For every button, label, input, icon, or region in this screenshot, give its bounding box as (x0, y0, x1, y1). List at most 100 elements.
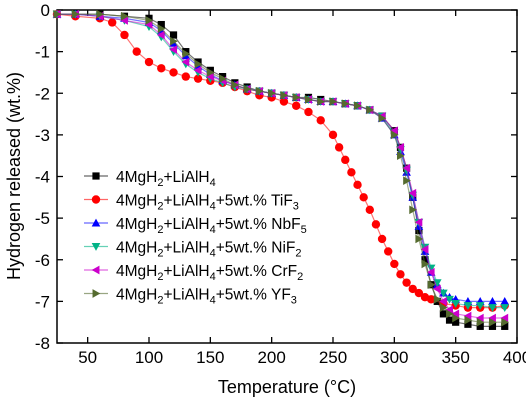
data-point (219, 74, 227, 84)
y-tick-label: -1 (35, 43, 50, 62)
legend-item: 4MgH2+LiAlH4+5wt.% NbF5 (84, 216, 307, 236)
y-tick-label: -3 (35, 126, 50, 145)
series-5 (53, 9, 510, 327)
data-point (157, 24, 166, 34)
x-tick-label: 250 (319, 348, 347, 367)
data-point (359, 193, 368, 202)
legend-label: 4MgH2+LiAlH4 (116, 169, 216, 189)
legend-item: 4MgH2+LiAlH4+5wt.% NiF2 (84, 240, 302, 260)
data-point (396, 270, 405, 279)
data-point (488, 313, 496, 323)
data-point (132, 47, 141, 56)
data-point (408, 284, 417, 294)
data-point (500, 304, 510, 312)
x-axis-label: Temperature (°C) (218, 377, 356, 397)
data-point (463, 311, 472, 321)
y-tick-label: -6 (35, 251, 50, 270)
x-tick-label: 350 (441, 348, 469, 367)
data-point (121, 11, 129, 21)
x-tick-label: 300 (380, 348, 408, 367)
data-point (396, 143, 404, 152)
data-point (489, 317, 497, 327)
data-point (439, 297, 447, 306)
data-point (170, 36, 178, 46)
data-point (329, 97, 338, 106)
data-point (304, 107, 313, 117)
data-point (120, 16, 128, 25)
y-tick-label: -2 (35, 84, 50, 103)
data-point (475, 313, 484, 323)
data-point (156, 30, 165, 40)
legend-marker (92, 172, 100, 180)
data-point (169, 31, 178, 39)
data-point (464, 320, 472, 328)
data-point (317, 97, 326, 106)
data-point (415, 234, 424, 244)
data-point (439, 303, 448, 312)
legend: 4MgH2+LiAlH4 4MgH2+LiAlH4+5wt.% TiF3 4MgH2… (84, 169, 307, 307)
data-point (390, 259, 399, 269)
data-point (445, 305, 453, 315)
legend-marker (92, 289, 101, 298)
x-tick-label: 50 (78, 348, 97, 367)
data-point (316, 116, 325, 125)
data-point (402, 163, 411, 173)
legend-marker (91, 195, 101, 204)
data-point (157, 64, 166, 73)
data-point (144, 57, 154, 67)
data-point (415, 227, 423, 235)
data-point (292, 101, 301, 110)
data-point (182, 49, 191, 59)
data-point (347, 168, 356, 177)
data-point (71, 9, 80, 19)
data-point (446, 309, 454, 319)
data-point (414, 288, 424, 298)
data-point (390, 130, 399, 140)
data-point (397, 151, 405, 161)
data-point (452, 318, 460, 326)
legend-label: 4MgH2+LiAlH4+5wt.% TiF3 (116, 193, 299, 213)
data-point (365, 205, 374, 214)
legend-item: 4MgH2+LiAlH4 (84, 169, 216, 189)
data-point (169, 68, 178, 77)
data-point (366, 105, 375, 115)
y-tick-label: -8 (35, 334, 50, 353)
data-point (268, 88, 276, 98)
axis-ticks: 50 100 150 200 250 300 350 400 0 -1 -2 -3 -4 -5 -6 -7 -8 (35, 1, 526, 367)
data-point (255, 86, 264, 96)
data-point (421, 259, 430, 269)
data-point (181, 72, 190, 81)
data-point (426, 267, 435, 277)
data-point (500, 297, 510, 305)
data-point (421, 256, 429, 264)
data-point (144, 20, 153, 29)
data-point (488, 322, 497, 330)
data-point (408, 188, 417, 198)
data-point (371, 220, 381, 229)
data-point (120, 30, 129, 40)
data-point (341, 155, 350, 165)
data-point (488, 304, 497, 312)
data-point (476, 322, 484, 330)
data-point (433, 294, 442, 304)
legend-marker (91, 218, 101, 227)
data-point (409, 205, 418, 215)
data-point (403, 176, 411, 185)
data-point (427, 280, 436, 290)
data-point (452, 313, 460, 323)
legend-label: 4MgH2+LiAlH4+5wt.% YF3 (116, 287, 297, 307)
data-point (426, 295, 436, 304)
data-point (377, 234, 387, 244)
data-point (451, 309, 460, 319)
data-point (384, 247, 393, 256)
series-layer (52, 9, 510, 330)
data-point (145, 16, 154, 25)
data-point (390, 126, 398, 136)
data-point (451, 300, 460, 308)
x-tick-label: 400 (503, 348, 526, 367)
data-point (194, 59, 203, 69)
data-point (193, 74, 203, 83)
data-point (181, 57, 190, 67)
data-point (243, 84, 252, 94)
series-line (57, 13, 505, 302)
